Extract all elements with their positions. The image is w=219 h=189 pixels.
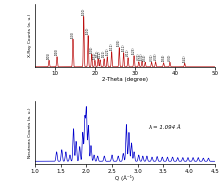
X-axis label: 2-Theta (degree): 2-Theta (degree) (102, 77, 148, 82)
Text: (233): (233) (154, 53, 157, 60)
Text: (151): (151) (93, 51, 97, 59)
Text: (211): (211) (126, 49, 130, 56)
Text: (101): (101) (90, 45, 94, 53)
Text: (100): (100) (71, 30, 75, 38)
Text: (110): (110) (82, 8, 86, 15)
Text: (111): (111) (110, 43, 114, 50)
Y-axis label: X-Ray Counts (a. u.): X-Ray Counts (a. u.) (28, 14, 32, 57)
Text: (010): (010) (55, 48, 59, 55)
Text: (034): (034) (162, 54, 166, 61)
Text: (231): (231) (150, 53, 154, 61)
Text: (021): (021) (102, 50, 106, 57)
Text: (230): (230) (168, 53, 172, 61)
Text: (122): (122) (105, 48, 109, 55)
Text: (111): (111) (122, 44, 126, 51)
Text: (131): (131) (140, 52, 144, 60)
Text: (011): (011) (96, 50, 100, 57)
Text: (222): (222) (137, 53, 141, 60)
Text: λ = 1.094 Å: λ = 1.094 Å (148, 125, 180, 130)
Text: (110): (110) (86, 27, 90, 34)
X-axis label: Q (Å⁻¹): Q (Å⁻¹) (115, 175, 134, 181)
Y-axis label: Neutrons Counts (a. u.): Neutrons Counts (a. u.) (28, 108, 32, 158)
Text: (102): (102) (117, 39, 121, 46)
Text: (112): (112) (98, 51, 102, 58)
Text: (123): (123) (132, 47, 136, 54)
Text: (141): (141) (183, 54, 187, 62)
Text: (001): (001) (47, 51, 51, 59)
Text: (032): (032) (143, 53, 147, 61)
